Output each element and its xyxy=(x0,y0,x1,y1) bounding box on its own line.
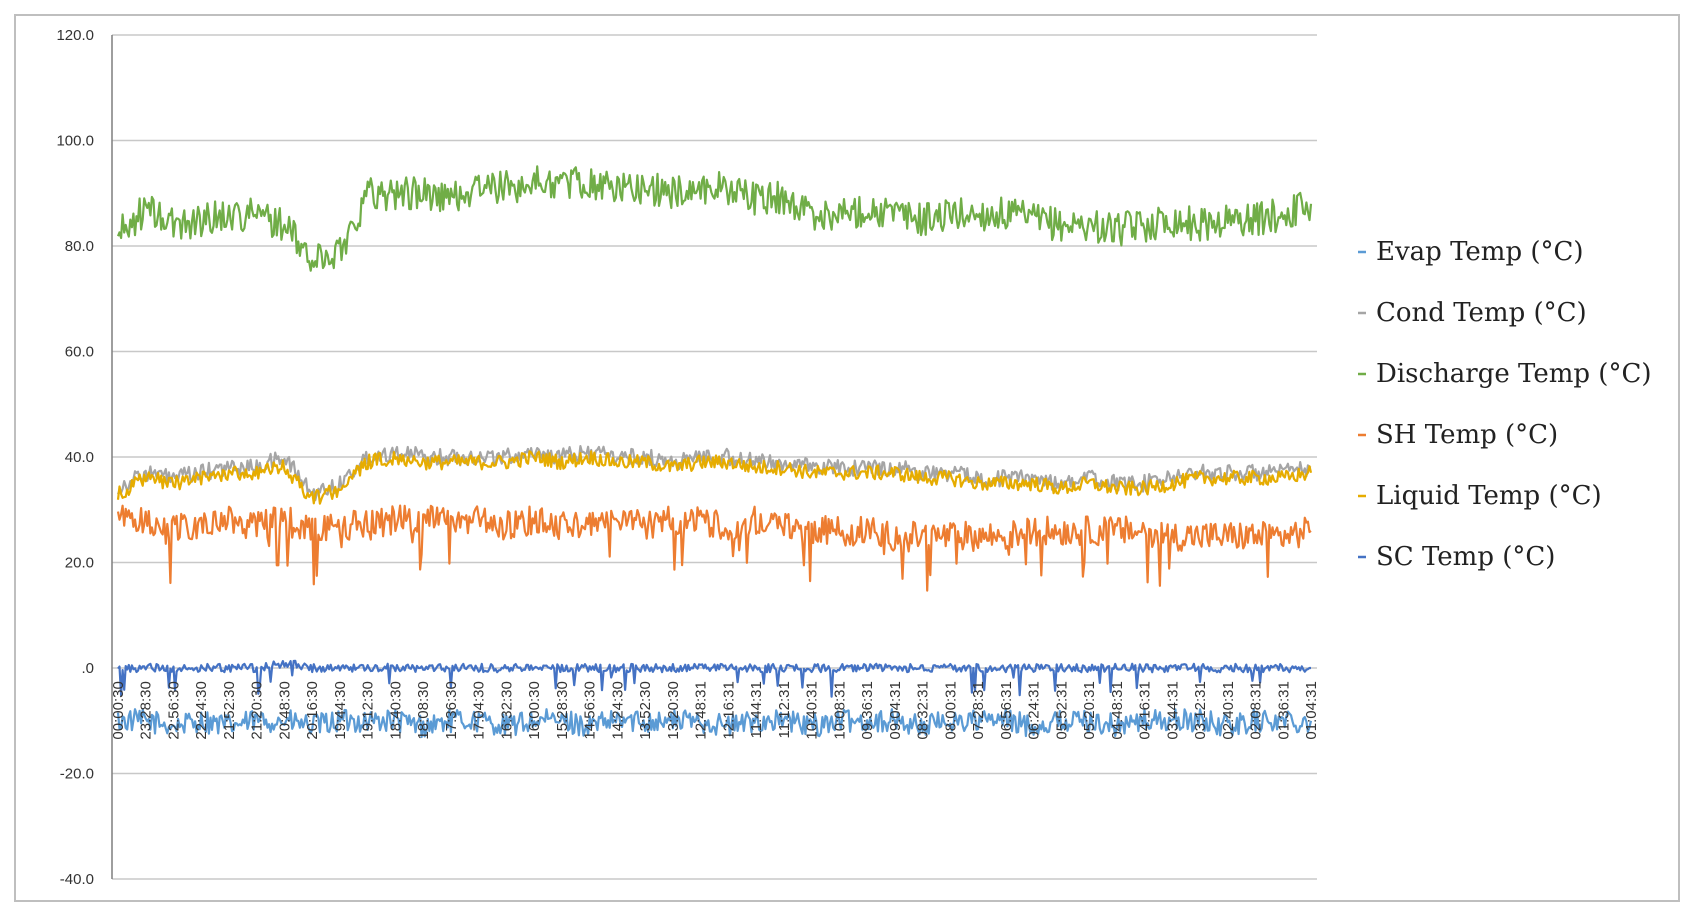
y-tick-label: -20.0 xyxy=(60,766,94,783)
x-tick-label: 09:36:31 xyxy=(859,681,876,739)
x-tick-label: 05:52:31 xyxy=(1053,681,1070,739)
x-tick-label: 05:20:31 xyxy=(1081,681,1098,739)
y-tick-label: 100.0 xyxy=(56,133,94,150)
legend-label: Discharge Temp (°C) xyxy=(1376,359,1652,389)
x-tick-label: 18:08:30 xyxy=(415,681,432,739)
x-tick-label: 21:52:30 xyxy=(221,681,238,739)
legend-label: SC Temp (°C) xyxy=(1376,542,1555,572)
x-tick-label: 14:56:30 xyxy=(582,681,599,739)
x-tick-label: 04:16:31 xyxy=(1137,681,1154,739)
x-tick-label: 17:04:30 xyxy=(471,681,488,739)
y-tick-label: 80.0 xyxy=(65,238,94,255)
x-tick-label: 13:20:30 xyxy=(665,681,682,739)
gridlines xyxy=(112,34,1317,880)
x-tick-label: 22:56:30 xyxy=(165,681,182,739)
x-tick-label: 23:28:30 xyxy=(138,681,155,739)
x-tick-label: 01:04:31 xyxy=(1303,681,1320,739)
x-tick-label: 02:40:31 xyxy=(1220,681,1237,739)
x-tick-label: 20:16:30 xyxy=(304,681,321,739)
x-tick-label: 00:00:30 xyxy=(110,681,127,739)
x-tick-label: 14:24:30 xyxy=(609,681,626,739)
series-line-0 xyxy=(116,708,1313,739)
x-tick-label: 22:24:30 xyxy=(193,681,210,739)
x-tick-label: 11:12:31 xyxy=(776,681,793,738)
series-lines xyxy=(116,165,1313,739)
y-tick-labels: -40.0 -20.0 .0 20.0 40.0 60.0 80.0 100.0 120.0 xyxy=(56,27,94,888)
x-tick-label: 20:48:30 xyxy=(276,681,293,739)
series-line-5 xyxy=(117,659,1311,698)
x-tick-label: 12:48:31 xyxy=(693,681,710,739)
x-tick-label: 17:36:30 xyxy=(443,681,460,739)
x-tick-label: 03:12:31 xyxy=(1192,681,1209,739)
x-tick-label: 15:28:30 xyxy=(554,681,571,739)
x-tick-label: 06:56:31 xyxy=(998,681,1015,739)
x-tick-label: 07:28:31 xyxy=(970,681,987,739)
x-tick-label: 21:20:30 xyxy=(249,681,266,739)
x-tick-label: 08:00:31 xyxy=(942,681,959,739)
y-tick-label: 20.0 xyxy=(65,555,94,572)
x-tick-label: 01:36:31 xyxy=(1275,681,1292,739)
x-tick-label: 13:52:30 xyxy=(637,681,654,739)
y-tick-label: 60.0 xyxy=(65,344,94,361)
x-tick-label: 18:40:30 xyxy=(387,681,404,739)
x-tick-label: 10:40:31 xyxy=(804,681,821,739)
y-tick-label: -40.0 xyxy=(60,871,94,888)
x-tick-label: 19:12:30 xyxy=(360,681,377,739)
x-tick-label: 11:44:31 xyxy=(748,681,765,738)
x-tick-label: 12:16:31 xyxy=(720,681,737,739)
y-tick-label: 40.0 xyxy=(65,449,94,466)
x-tick-label: 08:32:31 xyxy=(915,681,932,739)
series-line-2 xyxy=(116,165,1313,272)
x-tick-label: 09:04:31 xyxy=(887,681,904,739)
x-tick-label: 02:08:31 xyxy=(1248,681,1265,739)
x-tick-label: 16:00:30 xyxy=(526,681,543,739)
series-line-3 xyxy=(116,504,1312,592)
y-tick-label: .0 xyxy=(81,660,94,677)
x-tick-label: 10:08:31 xyxy=(831,681,848,739)
chart-frame xyxy=(14,14,1680,902)
legend-label: Liquid Temp (°C) xyxy=(1376,481,1602,511)
y-tick-label: 120.0 xyxy=(56,27,94,44)
x-tick-label: 03:44:31 xyxy=(1164,681,1181,739)
legend-label: Cond Temp (°C) xyxy=(1376,298,1587,328)
x-tick-label: 04:48:31 xyxy=(1109,681,1126,739)
x-tick-label: 06:24:31 xyxy=(1026,681,1043,739)
legend-label: SH Temp (°C) xyxy=(1376,420,1558,450)
x-tick-label: 19:44:30 xyxy=(332,681,349,739)
x-tick-label: 16:32:30 xyxy=(498,681,515,739)
series-line-4 xyxy=(116,450,1313,505)
legend-label: Evap Temp (°C) xyxy=(1376,237,1584,267)
legend: Evap Temp (°C) Cond Temp (°C) Discharge Te… xyxy=(1358,237,1652,572)
x-tick-labels: 00:00:30 23:28:30 22:56:30 22:24:30 21:52:30… xyxy=(110,681,1320,739)
